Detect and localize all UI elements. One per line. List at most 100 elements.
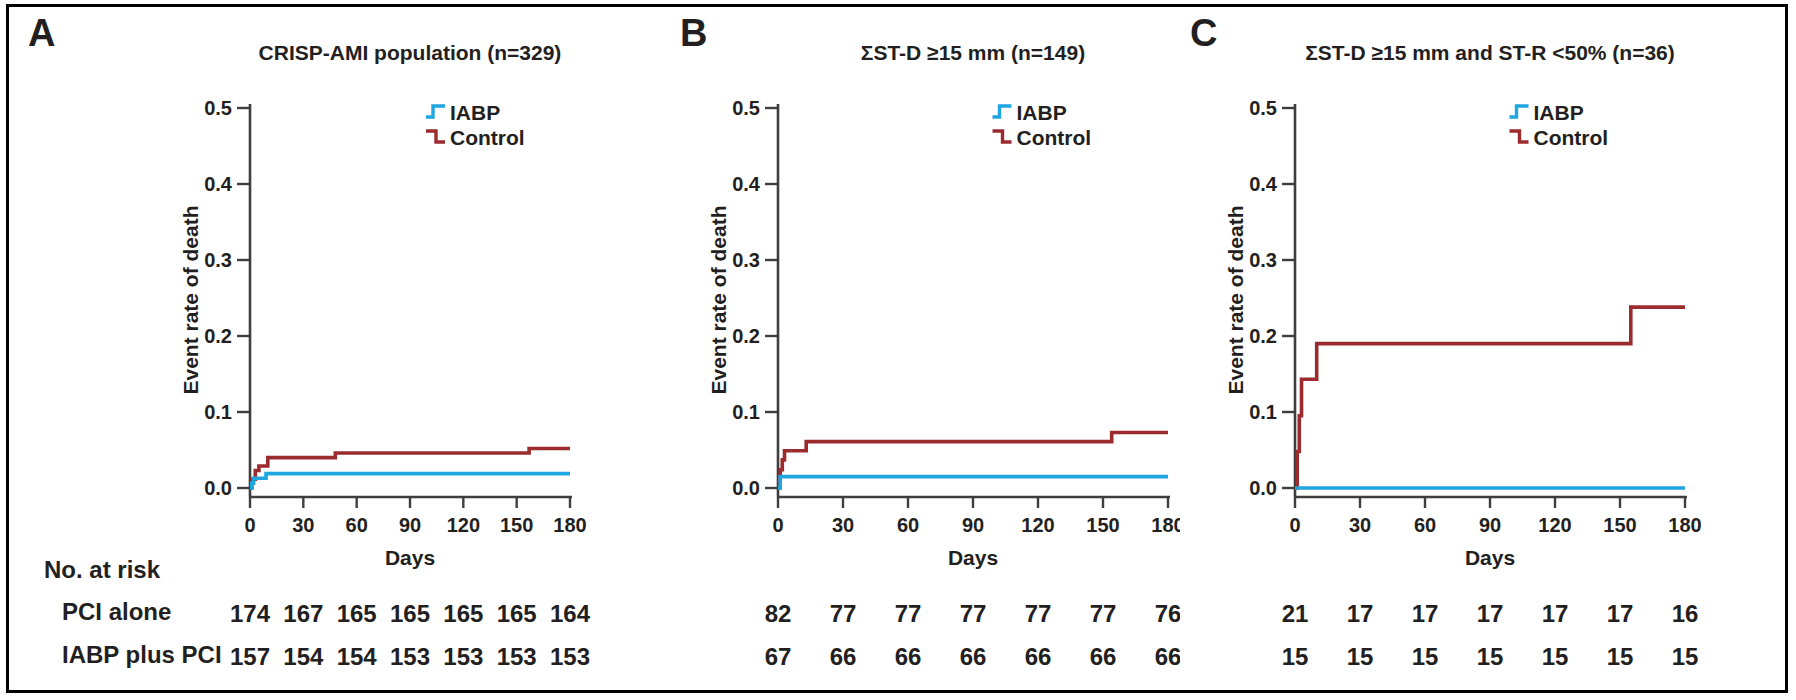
at-risk-value: 77: [1090, 600, 1117, 627]
at-risk-value: 77: [895, 600, 922, 627]
at-risk-value: 77: [830, 600, 857, 627]
x-tick-label: 180: [1151, 514, 1180, 536]
km-curve-control: [778, 433, 1168, 489]
panel-letter: B: [680, 12, 707, 54]
y-tick-label: 0.0: [1249, 477, 1277, 499]
x-axis-label: Days: [1465, 546, 1515, 569]
at-risk-value: 153: [443, 643, 483, 670]
legend-label-control: Control: [1534, 126, 1609, 149]
at-risk-value: 66: [1090, 643, 1117, 670]
panel-title: CRISP-AMI population (n=329): [259, 41, 562, 64]
legend-label-iabp: IABP: [450, 101, 500, 124]
at-risk-value: 66: [1155, 643, 1180, 670]
risk-table-heading: No. at risk: [44, 556, 160, 584]
at-risk-value: 15: [1607, 643, 1634, 670]
at-risk-value: 154: [283, 643, 324, 670]
x-tick-label: 60: [1414, 514, 1436, 536]
y-tick-label: 0.1: [732, 401, 760, 423]
at-risk-value: 164: [550, 600, 591, 627]
x-tick-label: 30: [832, 514, 854, 536]
legend-glyph-iabp-icon: [1510, 106, 1529, 117]
y-axis-label: Event rate of death: [179, 205, 202, 394]
legend-label-control: Control: [450, 126, 525, 149]
y-tick-label: 0.2: [732, 325, 760, 347]
y-tick-label: 0.2: [204, 325, 232, 347]
km-curve-iabp: [250, 474, 570, 488]
km-curve-control: [1295, 307, 1685, 488]
panel-title: ΣST-D ≥15 mm (n=149): [861, 41, 1085, 64]
y-tick-label: 0.4: [732, 173, 761, 195]
y-tick-label: 0.0: [732, 477, 760, 499]
at-risk-value: 165: [443, 600, 483, 627]
x-tick-label: 60: [346, 514, 368, 536]
at-risk-value: 153: [497, 643, 537, 670]
at-risk-value: 167: [283, 600, 323, 627]
y-tick-label: 0.2: [1249, 325, 1277, 347]
legend-glyph-iabp-icon: [426, 106, 445, 117]
x-axis-label: Days: [948, 546, 998, 569]
at-risk-value: 153: [550, 643, 590, 670]
at-risk-value: 17: [1347, 600, 1374, 627]
x-tick-label: 90: [399, 514, 421, 536]
at-risk-value: 165: [497, 600, 537, 627]
y-tick-label: 0.1: [1249, 401, 1277, 423]
x-tick-label: 0: [244, 514, 255, 536]
at-risk-value: 174: [230, 600, 271, 627]
at-risk-value: 66: [895, 643, 922, 670]
x-tick-label: 30: [292, 514, 314, 536]
at-risk-value: 66: [830, 643, 857, 670]
at-risk-value: 15: [1477, 643, 1504, 670]
at-risk-value: 153: [390, 643, 430, 670]
risk-row-label-pci-alone: PCI alone: [62, 598, 171, 626]
legend-label-control: Control: [1017, 126, 1092, 149]
x-tick-label: 150: [1603, 514, 1636, 536]
km-curve-control: [250, 449, 570, 489]
at-risk-value: 154: [337, 643, 378, 670]
at-risk-value: 67: [765, 643, 792, 670]
legend-label-iabp: IABP: [1534, 101, 1584, 124]
y-axis-label: Event rate of death: [1224, 205, 1247, 394]
panel-c: CΣST-D ≥15 mm and ST-R <50% (n=36)0.00.1…: [1180, 0, 1796, 700]
legend-label-iabp: IABP: [1017, 101, 1067, 124]
at-risk-value: 17: [1412, 600, 1439, 627]
at-risk-value: 66: [1025, 643, 1052, 670]
at-risk-value: 66: [960, 643, 987, 670]
y-axis-label: Event rate of death: [707, 205, 730, 394]
km-curve-iabp: [778, 477, 1168, 488]
risk-row-label-iabp-plus-pci: IABP plus PCI: [62, 641, 222, 669]
figure-canvas: ACRISP-AMI population (n=329)0.00.10.20.…: [0, 0, 1796, 700]
at-risk-value: 15: [1672, 643, 1699, 670]
x-tick-label: 0: [1289, 514, 1300, 536]
y-tick-label: 0.3: [1249, 249, 1277, 271]
x-tick-label: 150: [1086, 514, 1119, 536]
x-tick-label: 60: [897, 514, 919, 536]
at-risk-value: 157: [230, 643, 270, 670]
at-risk-value: 15: [1542, 643, 1569, 670]
y-tick-label: 0.5: [1249, 97, 1277, 119]
legend-glyph-control-icon: [1510, 131, 1529, 142]
legend-glyph-control-icon: [426, 131, 445, 142]
at-risk-value: 15: [1282, 643, 1309, 670]
x-tick-label: 120: [1021, 514, 1054, 536]
at-risk-value: 21: [1282, 600, 1309, 627]
at-risk-value: 76: [1155, 600, 1180, 627]
at-risk-value: 17: [1607, 600, 1634, 627]
x-tick-label: 90: [962, 514, 984, 536]
at-risk-value: 17: [1477, 600, 1504, 627]
y-tick-label: 0.5: [732, 97, 760, 119]
at-risk-value: 16: [1672, 600, 1699, 627]
at-risk-value: 17: [1542, 600, 1569, 627]
y-tick-label: 0.3: [204, 249, 232, 271]
at-risk-value: 77: [1025, 600, 1052, 627]
x-tick-label: 120: [447, 514, 480, 536]
x-tick-label: 120: [1538, 514, 1571, 536]
legend-glyph-control-icon: [993, 131, 1012, 142]
x-axis-label: Days: [385, 546, 435, 569]
x-tick-label: 180: [1668, 514, 1701, 536]
at-risk-value: 165: [337, 600, 377, 627]
panel-a: ACRISP-AMI population (n=329)0.00.10.20.…: [0, 0, 612, 700]
y-tick-label: 0.3: [732, 249, 760, 271]
y-tick-label: 0.0: [204, 477, 232, 499]
panel-b: B ΣST-D ≥15 mm (n=149) 0.0 0.1 0.2 0.3 0.4 0.5 E…: [612, 0, 1180, 700]
at-risk-value: 15: [1412, 643, 1439, 670]
